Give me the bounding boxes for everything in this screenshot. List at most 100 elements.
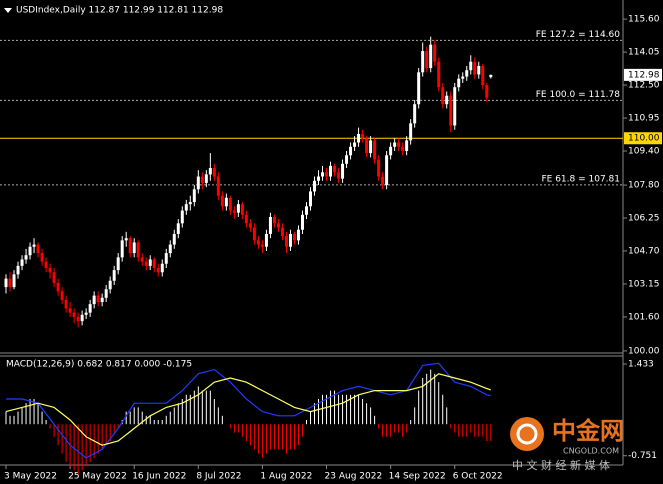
candle-body [116, 257, 120, 271]
macd-title: MACD(12,26,9) 0.682 0.817 0.000 -0.175 [6, 360, 192, 370]
candle-body [40, 253, 44, 262]
candle-body [200, 176, 204, 183]
candle-body [28, 246, 32, 256]
candle-body [112, 270, 116, 281]
candle-body [12, 274, 16, 288]
candle-body [120, 240, 124, 258]
candle-body [341, 163, 345, 179]
candle-body [337, 172, 341, 179]
candle-body [108, 280, 112, 290]
candle-body [232, 210, 236, 213]
candle-body [477, 65, 481, 75]
chart-title: USDIndex,Daily 112.87 112.99 112.81 112.… [16, 6, 223, 16]
candle-body [20, 259, 24, 266]
candle-body [473, 61, 477, 75]
candle-body [256, 240, 260, 245]
y-tick-label: 107.80 [628, 181, 660, 191]
y-tick-label: 101.60 [628, 312, 660, 322]
y-tick-label: 115.60 [628, 15, 660, 25]
candle-body [445, 95, 449, 105]
candle-body [168, 244, 172, 254]
candle-body [196, 176, 200, 190]
candle-body [16, 265, 20, 275]
logo-circle [510, 417, 544, 451]
candle-body [176, 223, 180, 234]
candle-body [72, 312, 76, 317]
candle-body [389, 146, 393, 156]
brand: 中金网 [552, 417, 624, 445]
candle-body [212, 168, 216, 177]
y-tick-label: 114.05 [628, 48, 660, 58]
menu-icon[interactable] [4, 8, 12, 13]
candle-body [457, 78, 461, 88]
candle-body [220, 195, 224, 207]
macd-tick-label: -0.751 [628, 451, 657, 461]
candle-body [300, 214, 304, 230]
candle-body [469, 61, 473, 71]
candle-body [433, 44, 437, 62]
last-price-tag [624, 68, 662, 81]
candle-body [272, 216, 276, 224]
candle-body [60, 291, 64, 300]
candle-body [240, 204, 244, 215]
x-tick-label: 14 Sep 2022 [389, 472, 446, 482]
candle-body [188, 202, 192, 205]
candle-body [268, 216, 272, 234]
candle-body [164, 253, 168, 264]
candle-body [88, 304, 92, 313]
candle-body [260, 244, 264, 247]
candle-body [361, 133, 365, 139]
candle-body [252, 227, 256, 241]
candle-body [172, 233, 176, 245]
fib-label: FE 61.8 = 107.81 [541, 174, 620, 184]
candle-body [204, 174, 208, 183]
candle-body [244, 214, 248, 224]
candle-body [104, 289, 108, 298]
candle-body [24, 255, 28, 260]
candle-body [373, 140, 377, 160]
candle-body [397, 142, 401, 147]
candle-body [208, 168, 212, 175]
candle-body [136, 242, 140, 258]
candle-body [156, 267, 160, 273]
candle-body [180, 210, 184, 224]
candle-body [292, 233, 296, 241]
candle-body [313, 180, 317, 192]
last-price-label: 112.98 [628, 70, 660, 80]
x-tick-label: 3 May 2022 [4, 472, 57, 482]
candle-body [333, 165, 337, 173]
candle-body [288, 233, 292, 247]
candle-body [140, 257, 144, 262]
candle-body [393, 142, 397, 147]
candle-body [264, 233, 268, 247]
candle-body [437, 61, 441, 88]
watermark: 中金网 CNGOLD.COM 中 文 财 经 新 媒 体 [510, 417, 624, 472]
logo-ring [516, 423, 538, 445]
candle-body [192, 189, 196, 203]
y-tick-label: 109.40 [628, 147, 660, 157]
candle-body [369, 140, 373, 154]
candle-body [357, 133, 361, 143]
candle-body [308, 191, 312, 207]
price-tag [624, 132, 662, 145]
candle-body [353, 142, 357, 147]
candle-body [441, 87, 445, 105]
candle-body [8, 278, 12, 288]
x-tick-label: 25 May 2022 [68, 472, 127, 482]
x-tick-label: 16 Jun 2022 [132, 472, 186, 482]
y-tick-label: 104.70 [628, 246, 660, 256]
macd-line [5, 373, 491, 446]
candle-body [160, 263, 164, 273]
y-tick-label: 112.50 [628, 81, 660, 91]
candle-body [152, 259, 156, 268]
candle-body [236, 204, 240, 213]
candle-body [405, 140, 409, 152]
candle-body [96, 295, 100, 303]
candle-body [84, 312, 88, 315]
candle-body [280, 227, 284, 237]
macd-line [6, 362, 491, 459]
candle-body [317, 176, 321, 181]
candle-body [304, 206, 308, 215]
